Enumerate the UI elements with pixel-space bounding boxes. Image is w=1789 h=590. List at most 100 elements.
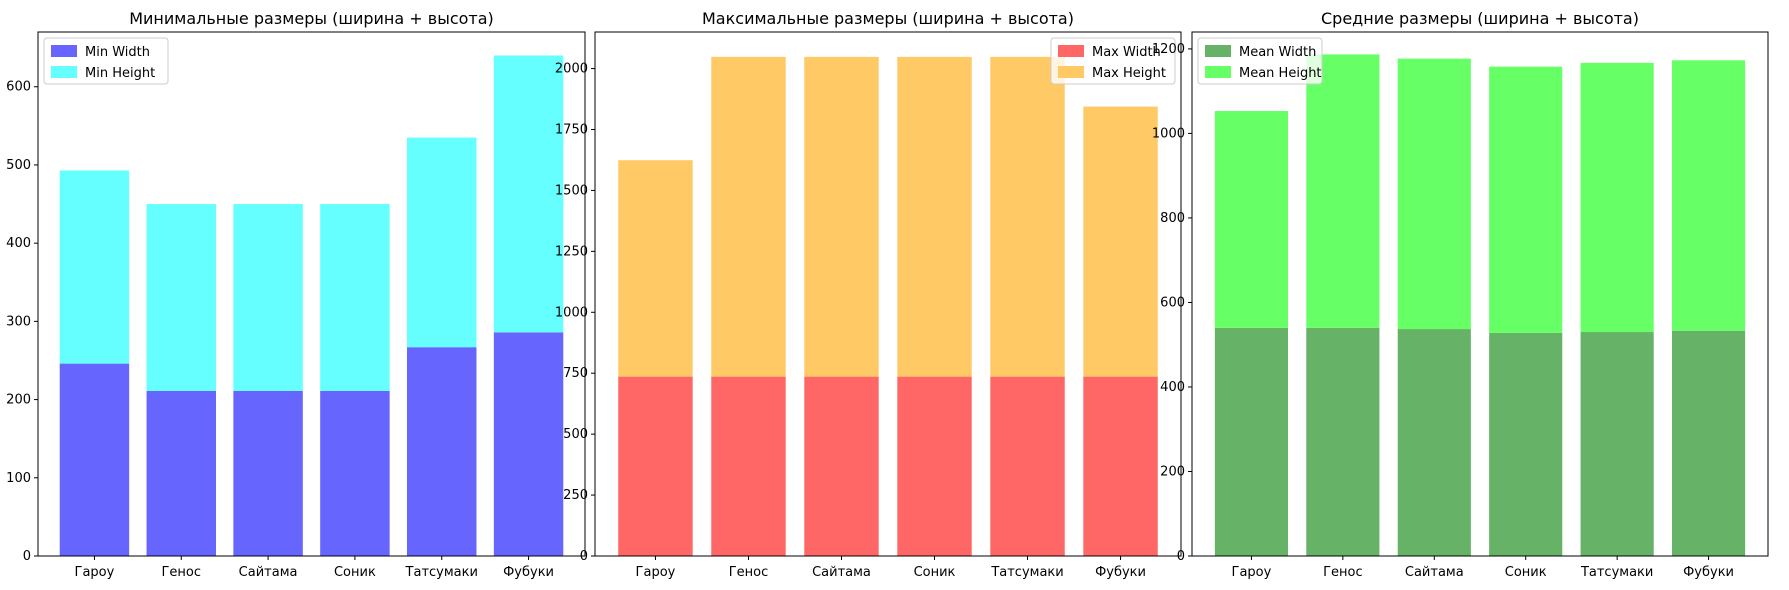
- y-tick-label: 1000: [555, 305, 588, 320]
- y-tick-label: 0: [580, 549, 588, 564]
- legend-label: Mean Width: [1239, 45, 1316, 60]
- legend-swatch: [51, 66, 77, 78]
- y-tick-label: 250: [563, 488, 588, 503]
- bar-max-height-2: [711, 56, 786, 377]
- y-tick-label: 0: [23, 549, 31, 564]
- x-tick-label: Соник: [334, 565, 376, 580]
- bar-mean-height-5: [1580, 62, 1654, 333]
- y-tick-label: 1500: [555, 183, 588, 198]
- x-tick-label: Генос: [161, 565, 201, 580]
- x-tick-label: Татсумаки: [1580, 565, 1653, 580]
- legend-swatch: [51, 45, 77, 57]
- x-tick-label: Генос: [729, 565, 769, 580]
- bar-max-width-2: [711, 376, 786, 556]
- x-tick-label: Фубуки: [1683, 565, 1734, 580]
- x-tick-label: Сайтама: [239, 565, 298, 580]
- y-tick-label: 500: [6, 158, 31, 173]
- x-tick-label: Соник: [914, 565, 956, 580]
- bar-max-height-1: [618, 160, 693, 377]
- chart-panel-3: 0 200 400 600 800 1000 1200 Гароу Генос Сайтама Со…: [1152, 9, 1769, 580]
- bar-mean-width-3: [1397, 329, 1471, 556]
- bar-max-width-4: [897, 376, 972, 556]
- bar-min-height-1: [59, 170, 130, 364]
- chart-title: Минимальные размеры (ширина + высота): [129, 9, 494, 28]
- y-tick-label: 1250: [555, 244, 588, 259]
- bar-min-width-4: [320, 390, 390, 556]
- y-tick-label: 1750: [555, 122, 588, 137]
- bar-mean-height-6: [1672, 60, 1746, 331]
- x-tick-label: Сайтама: [1405, 565, 1464, 580]
- bar-mean-height-1: [1214, 111, 1288, 328]
- bar-max-height-4: [897, 56, 972, 377]
- y-tick-label: 400: [6, 236, 31, 251]
- y-tick-label: 200: [1160, 464, 1185, 479]
- bar-max-height-6: [1083, 106, 1158, 377]
- legend: Min Width Min Height: [43, 37, 169, 85]
- legend-label: Mean Height: [1239, 66, 1322, 81]
- x-tick-label: Гароу: [636, 565, 676, 580]
- y-tick-label: 600: [6, 80, 31, 95]
- bar-mean-width-6: [1672, 330, 1746, 556]
- bar-min-width-1: [59, 363, 130, 556]
- y-tick-label: 100: [6, 471, 31, 486]
- bar-max-width-3: [804, 376, 879, 556]
- legend-label: Max Height: [1092, 66, 1166, 81]
- x-tick-label: Гароу: [1232, 565, 1272, 580]
- y-tick-label: 750: [563, 366, 588, 381]
- x-tick-label: Гароу: [75, 565, 115, 580]
- y-tick-label: 0: [1177, 549, 1185, 564]
- bar-min-height-4: [320, 204, 390, 391]
- y-tick-label: 1000: [1152, 126, 1185, 141]
- bar-min-width-5: [407, 347, 477, 556]
- legend-swatch: [1058, 45, 1084, 57]
- bar-min-height-6: [493, 55, 564, 333]
- chart-title: Средние размеры (ширина + высота): [1321, 9, 1639, 28]
- legend-swatch: [1205, 66, 1231, 78]
- bar-max-width-6: [1083, 376, 1158, 556]
- x-tick-label: Соник: [1505, 565, 1547, 580]
- bar-min-height-3: [233, 204, 303, 391]
- legend-label: Min Height: [85, 66, 155, 81]
- bar-max-height-3: [804, 56, 879, 377]
- legend-swatch: [1058, 66, 1084, 78]
- legend-label: Min Width: [85, 45, 150, 60]
- bar-max-width-1: [618, 376, 693, 556]
- y-tick-label: 500: [563, 427, 588, 442]
- legend: Mean Width Mean Height: [1197, 37, 1323, 85]
- chart-panel-1: 0 100 200 300 400 500 600 Гароу Генос Сайтама Сони…: [6, 9, 586, 580]
- x-tick-label: Генос: [1323, 565, 1363, 580]
- bar-min-width-3: [233, 390, 303, 556]
- bar-mean-width-4: [1489, 332, 1563, 556]
- bar-mean-height-3: [1397, 58, 1471, 330]
- plot-frame: [1191, 31, 1769, 557]
- bar-mean-width-2: [1306, 327, 1380, 556]
- bar-mean-width-5: [1580, 332, 1654, 556]
- x-tick-label: Сайтама: [812, 565, 871, 580]
- y-tick-label: 600: [1160, 295, 1185, 310]
- y-tick-label: 1200: [1152, 42, 1185, 57]
- plot-frame: [37, 31, 586, 557]
- legend-swatch: [1205, 45, 1231, 57]
- legend: Max Width Max Height: [1050, 37, 1176, 85]
- chart-title: Максимальные размеры (ширина + высота): [702, 9, 1074, 28]
- y-tick-label: 400: [1160, 380, 1185, 395]
- legend-label: Max Width: [1092, 45, 1161, 60]
- y-tick-label: 2000: [555, 62, 588, 77]
- x-tick-label: Татсумаки: [405, 565, 478, 580]
- y-tick-label: 200: [6, 393, 31, 408]
- y-tick-label: 300: [6, 314, 31, 329]
- bar-min-height-2: [146, 204, 216, 391]
- bar-min-width-6: [493, 332, 564, 556]
- bar-max-width-5: [990, 376, 1065, 556]
- plot-frame: [594, 31, 1182, 557]
- bar-min-width-2: [146, 390, 216, 556]
- bar-max-height-5: [990, 56, 1065, 377]
- x-tick-label: Татсумаки: [990, 565, 1063, 580]
- bar-min-height-5: [407, 137, 477, 348]
- x-tick-label: Фубуки: [503, 565, 554, 580]
- bar-mean-width-1: [1214, 327, 1288, 556]
- y-tick-label: 800: [1160, 211, 1185, 226]
- bar-mean-height-4: [1489, 66, 1563, 333]
